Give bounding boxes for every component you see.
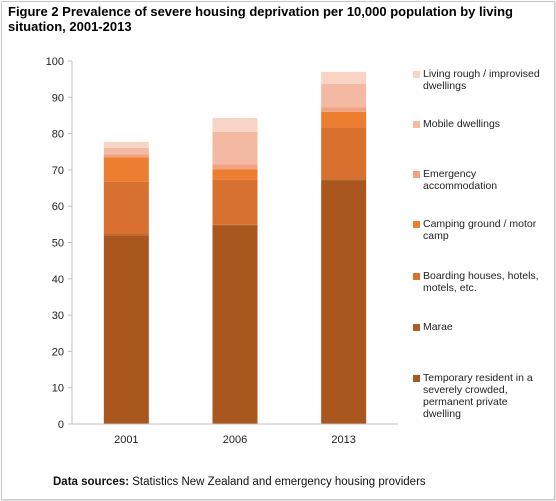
legend-swatch	[413, 171, 420, 178]
legend-label: dwellings	[423, 80, 466, 92]
bar-segment-2	[103, 181, 149, 235]
y-tick-label: 40	[52, 274, 64, 286]
legend-swatch	[413, 121, 420, 128]
legend-label: Emergency	[423, 168, 477, 180]
data-source-note: Data sources: Statistics New Zealand and…	[53, 476, 426, 488]
bar-segment-6	[103, 141, 149, 148]
y-tick-label: 50	[52, 238, 64, 250]
legend-item: Mobile dwellings	[413, 118, 500, 130]
legend-label: motels, etc.	[423, 282, 477, 294]
y-tick-label: 80	[52, 129, 64, 141]
source-label: Data sources:	[53, 476, 130, 488]
legend-swatch	[413, 273, 420, 280]
y-tick-label: 30	[52, 310, 64, 322]
y-tick-label: 20	[52, 346, 64, 358]
bar-segment-0	[212, 225, 258, 424]
legend-label: Marae	[423, 321, 453, 333]
legend-item: Boarding houses, hotels,motels, etc.	[413, 270, 539, 294]
legend-label: Living rough / improvised	[423, 68, 540, 80]
legend-label: Camping ground / motor	[423, 218, 537, 230]
bar-segment-6	[321, 71, 367, 84]
legend-swatch	[413, 71, 420, 78]
bar-segment-1	[103, 234, 149, 236]
legend-label: dwelling	[423, 408, 461, 420]
legend-label: severely crowded,	[423, 384, 508, 396]
y-tick-label: 0	[58, 419, 64, 431]
bar-segment-4	[212, 164, 258, 170]
legend-swatch	[413, 324, 420, 331]
x-tick-label: 2001	[114, 434, 138, 446]
bar-segment-4	[103, 154, 149, 158]
bar-segment-3	[103, 157, 149, 182]
legend-label: accommodation	[423, 180, 497, 192]
bar-segment-2	[321, 127, 367, 180]
legend-swatch	[413, 375, 420, 382]
bar-segment-5	[321, 83, 367, 108]
bar-segment-1	[321, 179, 367, 181]
bar-segment-0	[321, 180, 367, 424]
bar-segment-6	[212, 117, 258, 132]
chart-title: Figure 2 Prevalence of severe housing de…	[8, 4, 513, 34]
x-tick-label: 2006	[223, 434, 247, 446]
plot-area: 0 10 20 30 40 50 60 70 80 90 100 2001 2006 2013	[46, 56, 398, 446]
bar-segment-5	[103, 147, 149, 155]
x-tick-label: 2013	[331, 434, 355, 446]
bar-segment-5	[212, 131, 258, 165]
y-tick-label: 90	[52, 92, 64, 104]
legend-label: camp	[423, 230, 449, 242]
source-text: Statistics New Zealand and emergency hou…	[129, 476, 426, 488]
legend-item: Marae	[413, 321, 453, 333]
bar-segment-3	[321, 111, 367, 128]
y-tick-label: 100	[46, 56, 64, 68]
legend-label: permanent private	[423, 396, 508, 408]
bar-segment-1	[212, 224, 258, 226]
bar-segment-2	[212, 179, 258, 225]
y-tick-label: 60	[52, 201, 64, 213]
bar-segment-4	[321, 107, 367, 112]
legend-label: Mobile dwellings	[423, 118, 500, 130]
y-tick-label: 10	[52, 383, 64, 395]
legend-label: Temporary resident in a	[423, 372, 533, 384]
legend-swatch	[413, 221, 420, 228]
bar-segment-0	[103, 235, 149, 424]
legend-label: Boarding houses, hotels,	[423, 270, 539, 282]
y-tick-label: 70	[52, 165, 64, 177]
bar-segment-3	[212, 169, 258, 180]
